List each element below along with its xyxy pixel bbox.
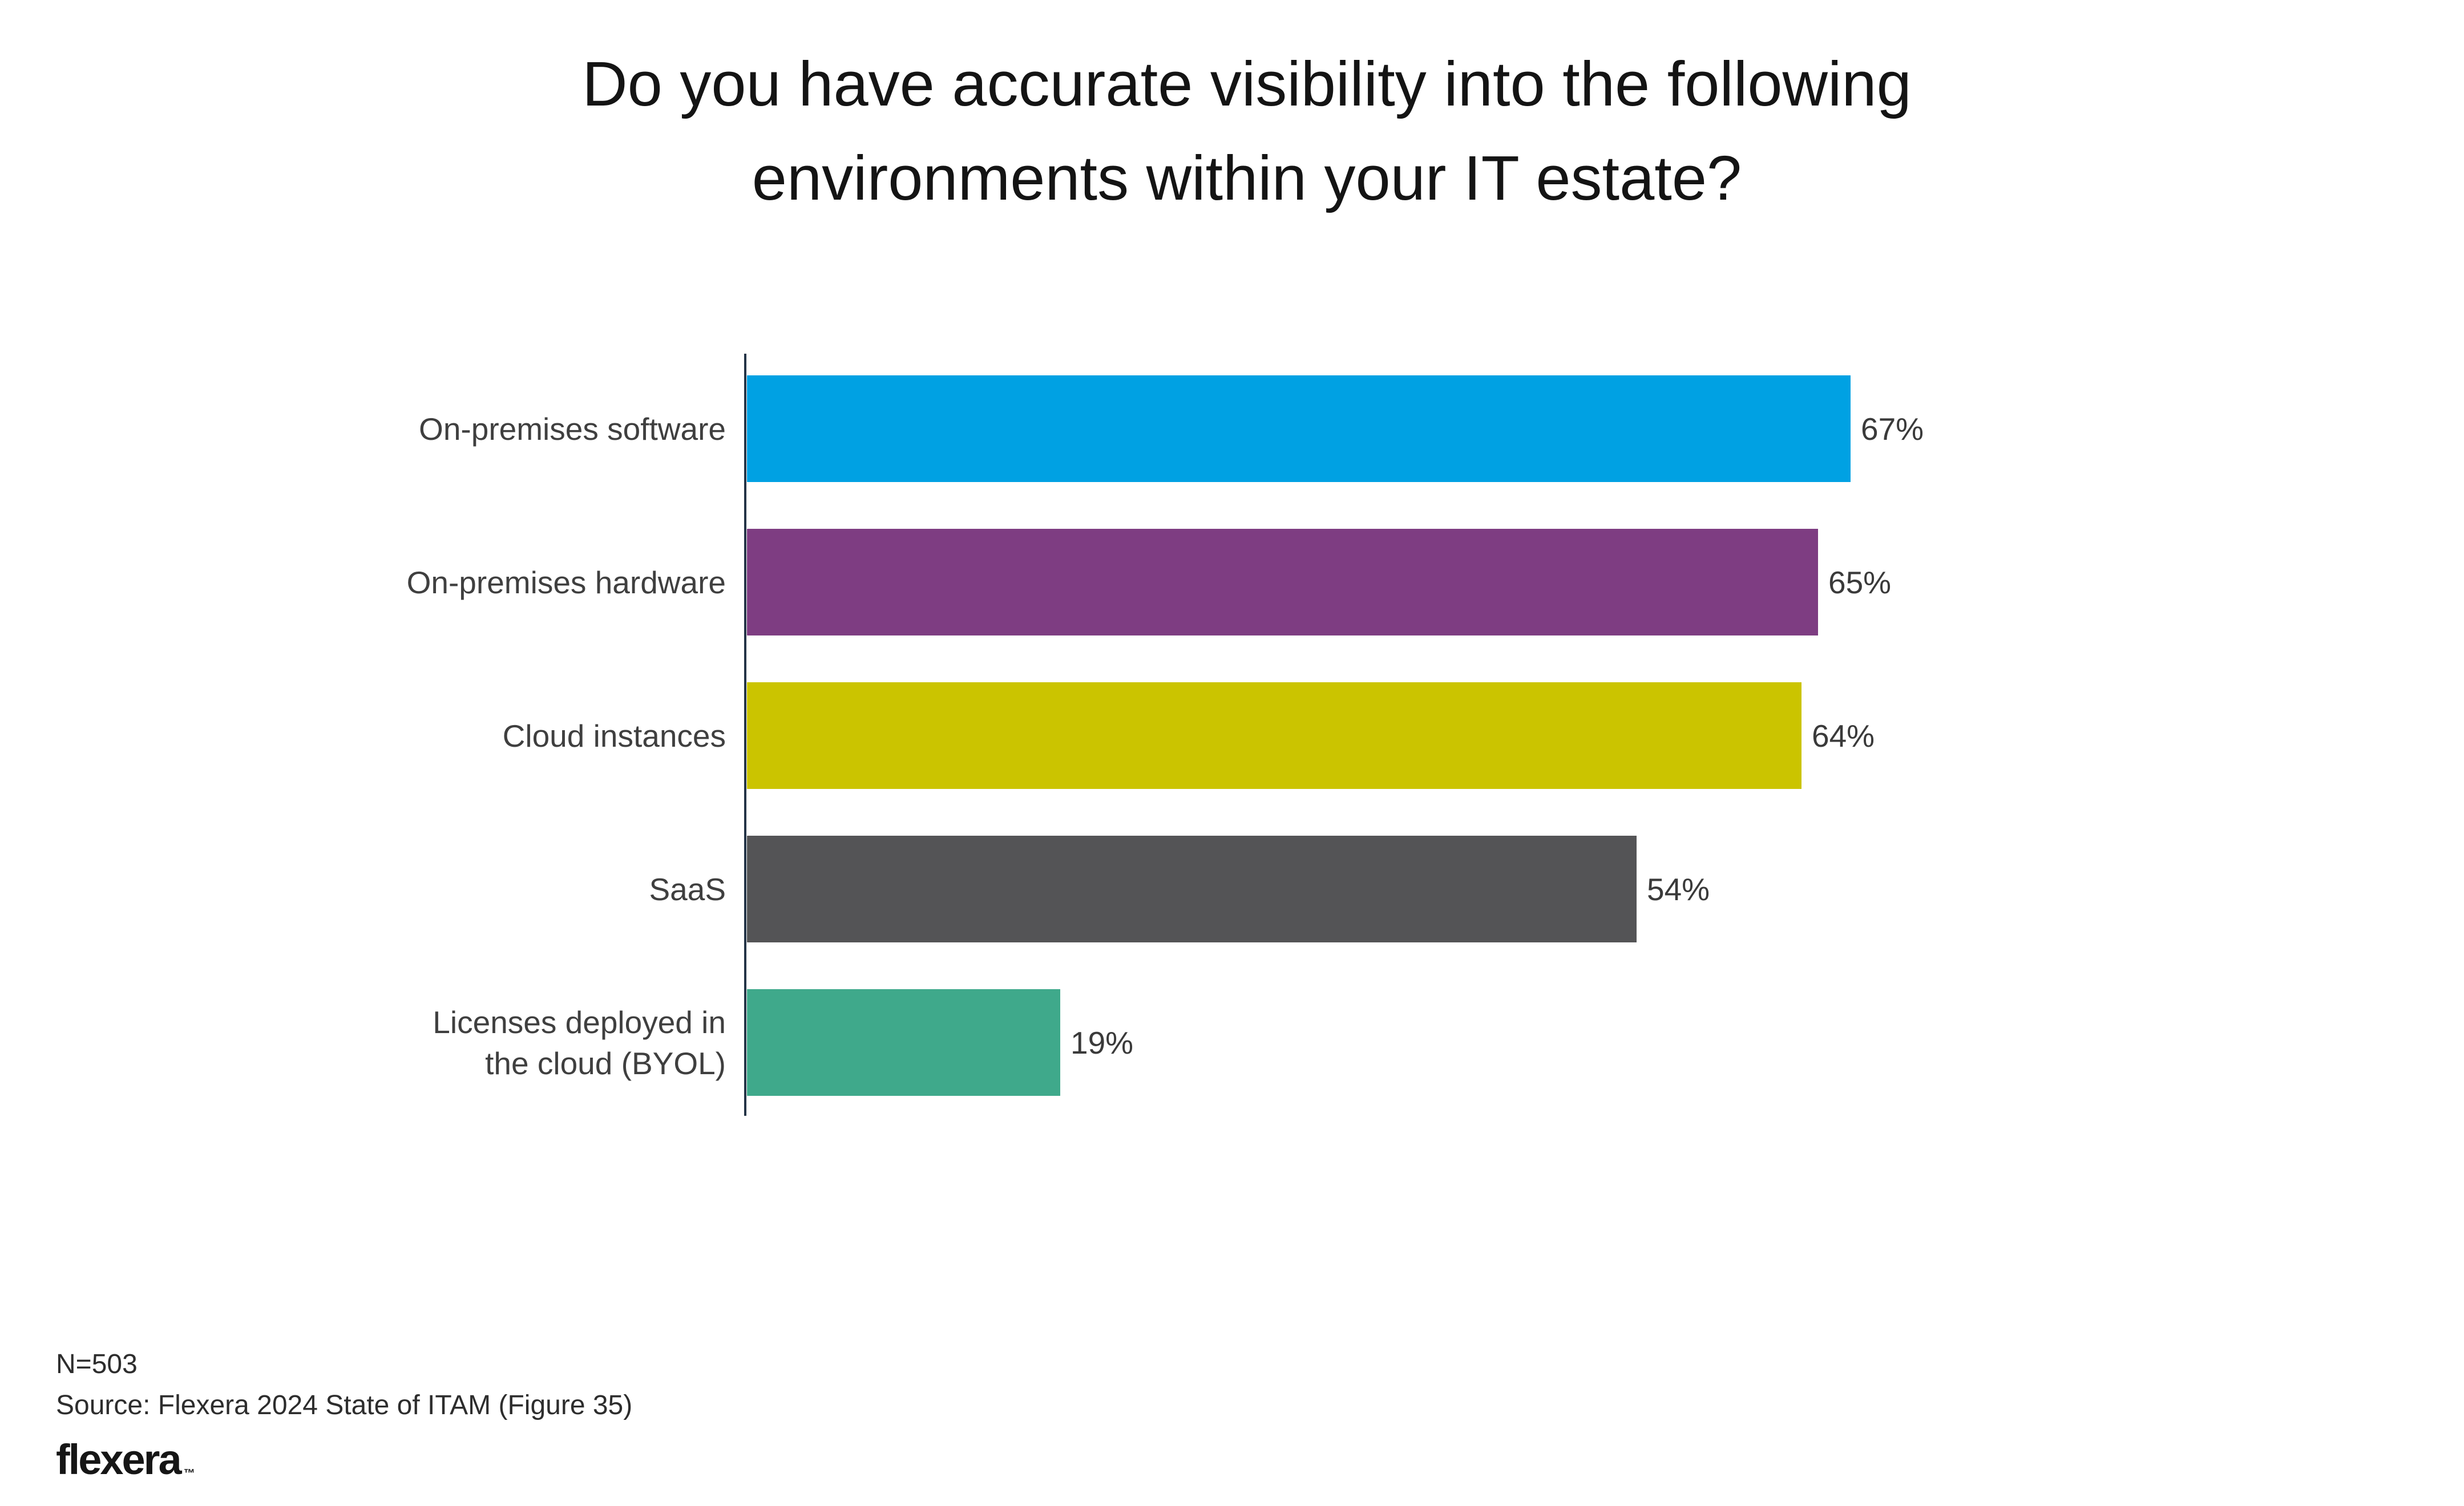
bar-category-label: Licenses deployed in the cloud (BYOL) xyxy=(433,1004,726,1081)
chart-title: Do you have accurate visibility into the… xyxy=(277,37,2217,225)
source-label: Source: Flexera 2024 State of ITAM (Figu… xyxy=(56,1390,633,1420)
bar-value-label: 65% xyxy=(1828,564,1892,600)
bar-rect xyxy=(747,836,1637,942)
flexera-logo: flexera ™ xyxy=(56,1435,632,1484)
chart-title-line-1: Do you have accurate visibility into the… xyxy=(582,49,1912,119)
chart-title-line-2: environments within your IT estate? xyxy=(752,143,1742,213)
bar-value-label: 54% xyxy=(1647,871,1710,907)
bar-rect xyxy=(747,989,1060,1096)
y-axis-line xyxy=(744,354,746,1116)
bar-category-label: Cloud instances xyxy=(502,718,726,754)
bar-value-label: 64% xyxy=(1812,718,1875,754)
trademark-symbol: ™ xyxy=(183,1467,195,1480)
bar-category-label: SaaS xyxy=(649,871,726,907)
bar-value-label: 67% xyxy=(1861,411,1924,447)
flexera-logo-text: flexera xyxy=(56,1436,182,1483)
bar-rect xyxy=(747,375,1851,482)
bar-category-label: On-premises hardware xyxy=(406,564,726,600)
sample-size-label: N=503 xyxy=(56,1349,138,1379)
bar-value-label: 19% xyxy=(1071,1025,1134,1060)
bar-category-label: On-premises software xyxy=(419,411,726,447)
bar-rect xyxy=(747,682,1801,789)
bar-rect xyxy=(747,529,1818,635)
footer: N=503 Source: Flexera 2024 State of ITAM… xyxy=(56,1351,632,1484)
